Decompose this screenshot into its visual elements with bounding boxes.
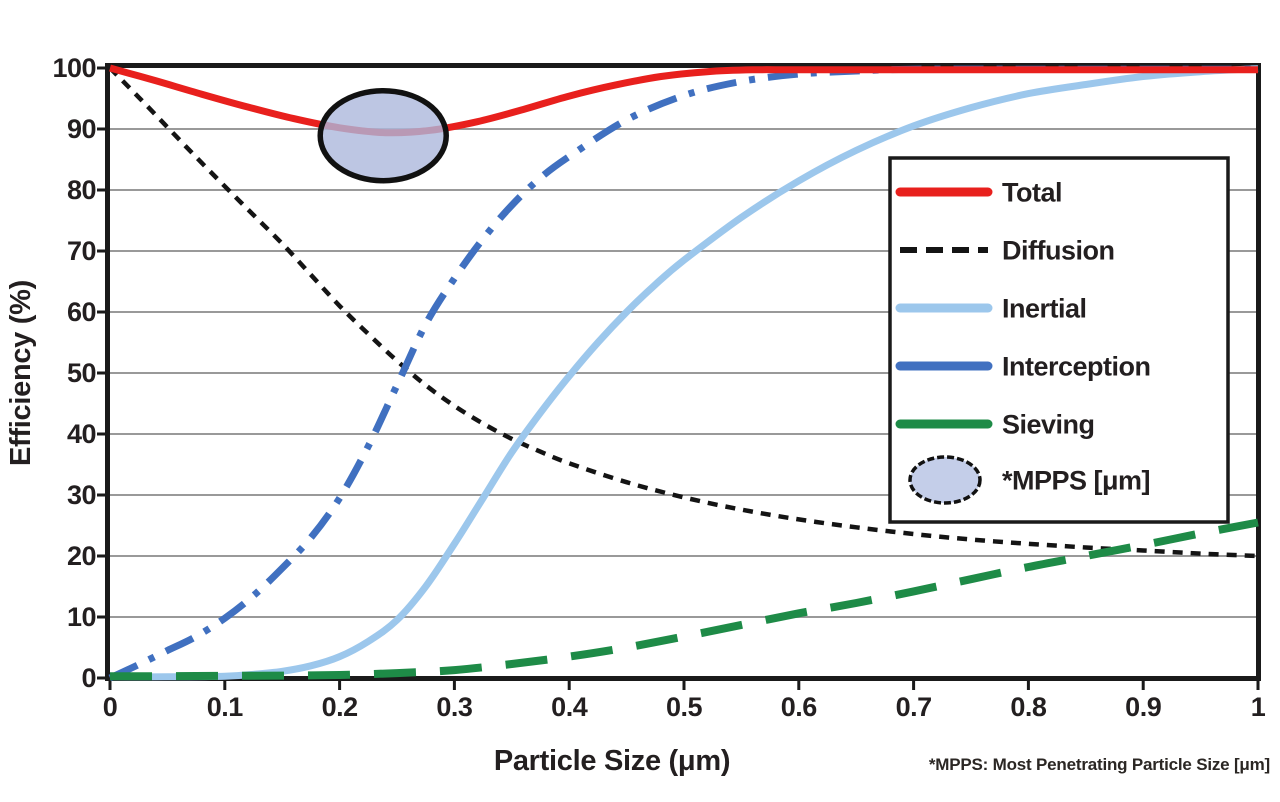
mpps-ellipse <box>317 87 449 184</box>
x-tick-label-0.4: 0.4 <box>551 692 588 722</box>
legend-label-2: Diffusion <box>1002 236 1114 266</box>
y-axis-title: Efficiency (%) <box>5 280 37 466</box>
y-tick-label-50: 50 <box>67 358 96 388</box>
x-tick-label-0.9: 0.9 <box>1125 692 1162 722</box>
y-tick-label-70: 70 <box>67 236 96 266</box>
x-tick-label-0.1: 0.1 <box>207 692 244 722</box>
series-total-line <box>109 64 1258 137</box>
y-tick-label-80: 80 <box>67 175 96 205</box>
x-tick-label-0: 0 <box>103 692 118 722</box>
y-tick-label-40: 40 <box>67 419 96 449</box>
x-tick-label-0.6: 0.6 <box>781 692 818 722</box>
x-tick-label-1: 1 <box>1251 692 1266 722</box>
mpps-annotation <box>317 87 449 184</box>
legend-swatch-mpps-ellipse <box>908 455 982 505</box>
legend-label-4: Interception <box>1002 352 1151 382</box>
x-axis-title: Particle Size (μm) <box>494 745 730 777</box>
y-tick-label-20: 20 <box>67 541 96 571</box>
y-tick-label-100: 100 <box>52 53 96 83</box>
legend-item-diffusion: Diffusion <box>900 236 1115 266</box>
plot-border <box>105 63 1261 681</box>
tick-labels: 0 0.1 0.2 0.3 0.4 0.5 0.6 0.7 0.8 0.9 101020304050… <box>52 53 1266 722</box>
legend-label-5: Sieving <box>1002 410 1095 440</box>
gridlines <box>110 128 1256 618</box>
series-interception-line <box>108 65 1258 682</box>
mpps-footnote: *MPPS: Most Penetrating Particle Size [μ… <box>929 755 1270 774</box>
legend-item-sieving: Sieving <box>895 410 1095 440</box>
y-tick-label-10: 10 <box>67 602 96 632</box>
x-tick-label-0.7: 0.7 <box>896 692 932 722</box>
legend-label-6: *MPPS [μm] <box>1002 466 1150 496</box>
legend-item-inertial: Inertial <box>895 294 1087 324</box>
x-tick-label-0.5: 0.5 <box>666 692 703 722</box>
y-tick-label-90: 90 <box>67 114 96 144</box>
y-tick-label-30: 30 <box>67 480 96 510</box>
legend-item-interception: Interception <box>895 352 1151 382</box>
series-diffusion-line <box>108 66 1259 559</box>
series-inertial-line <box>109 65 1259 681</box>
y-tick-label-60: 60 <box>67 297 96 327</box>
legend-label-3: Inertial <box>1002 294 1087 324</box>
legend-item-total: Total <box>895 178 1063 208</box>
axis-ticks <box>97 66 1260 690</box>
legend: Total Diffusion Inertial Interception Sievin… <box>888 156 1230 524</box>
legend-items: Total Diffusion Inertial Interception Sievin… <box>895 178 1151 505</box>
legend-item-mppsm: *MPPS [μm] <box>908 455 1151 505</box>
series-lines <box>108 64 1259 682</box>
x-tick-label-0.2: 0.2 <box>322 692 358 722</box>
legend-label-1: Total <box>1002 178 1062 208</box>
x-tick-label-0.3: 0.3 <box>436 692 473 722</box>
y-tick-label-0: 0 <box>81 663 96 693</box>
x-tick-label-0.8: 0.8 <box>1010 692 1047 722</box>
